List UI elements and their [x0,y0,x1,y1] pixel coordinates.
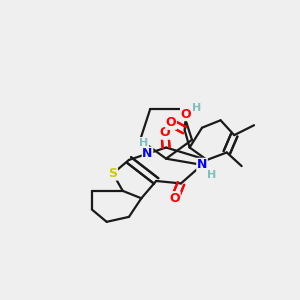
Text: O: O [181,108,191,121]
Text: N: N [197,158,207,171]
Text: H: H [207,170,217,180]
Text: O: O [166,116,176,129]
Text: O: O [169,192,180,205]
Text: N: N [142,147,153,160]
Text: H: H [139,138,148,148]
Text: O: O [160,126,170,139]
Text: S: S [108,167,117,180]
Text: H: H [192,103,202,113]
